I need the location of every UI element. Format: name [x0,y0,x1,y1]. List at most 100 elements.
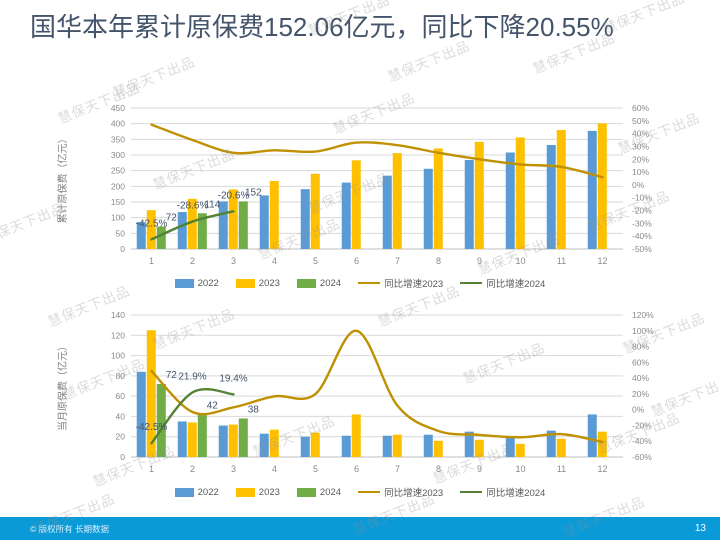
svg-text:10%: 10% [632,167,649,177]
svg-text:4: 4 [272,256,277,266]
svg-text:-30%: -30% [632,218,652,228]
svg-text:114: 114 [204,199,220,210]
legend-swatch-2022 [174,278,194,288]
legend-label: 2024 [319,277,342,289]
svg-text:9: 9 [477,464,482,474]
cumulative-chart-legend: 2022 2023 2024 同比增速2023 同比增速2024 [40,276,680,290]
svg-text:20%: 20% [632,154,649,164]
svg-text:140: 140 [111,310,125,320]
svg-text:-50%: -50% [632,244,652,254]
svg-text:-40%: -40% [632,436,652,446]
line-同比增速2023 [150,329,604,444]
svg-text:2: 2 [190,464,195,474]
svg-text:400: 400 [111,119,125,129]
svg-text:0%: 0% [632,405,645,415]
svg-text:3: 3 [231,464,236,474]
legend-label: 同比增速2024 [486,279,546,290]
svg-text:9: 9 [477,256,482,266]
bars-2022 [136,130,597,249]
slide-title: 国华本年累计原保费152.06亿元，同比下降20.55% [30,12,614,42]
line-同比增速2024 [150,388,235,445]
legend-swatch-2023 [235,487,255,497]
gridlines [131,314,623,458]
svg-text:20: 20 [116,432,126,442]
page-number: 13 [694,523,706,534]
legend-label: 2022 [197,277,219,289]
line-同比增速2024 [150,210,235,241]
svg-text:80%: 80% [632,342,649,352]
y-axis-title: 当月原保费（亿元） [56,341,69,431]
svg-text:-40%: -40% [632,231,652,241]
svg-text:60: 60 [116,391,126,401]
svg-text:1: 1 [149,464,154,474]
svg-text:10: 10 [515,464,525,474]
svg-text:350: 350 [111,134,125,144]
svg-text:20%: 20% [632,389,649,399]
svg-text:60%: 60% [632,103,649,113]
svg-text:-20%: -20% [632,206,652,216]
legend-item-同比增速2023: 同比增速2023 [358,276,443,290]
left-axis-ticks: 0 20 40 60 80 100 120 140 [111,310,125,462]
bars-2023 [146,330,607,457]
svg-text:120%: 120% [632,310,654,320]
svg-text:12: 12 [597,464,607,474]
svg-text:6: 6 [354,464,359,474]
svg-text:42: 42 [207,400,219,411]
svg-text:50%: 50% [632,116,649,126]
monthly-premium-chart: 0 20 40 60 80 100 120 140 120% 100% 80% 60% 40% 20% 0%… [40,307,700,479]
svg-text:10: 10 [515,256,525,266]
svg-text:100%: 100% [632,326,654,336]
legend-swatch-2024 [296,278,316,288]
svg-text:450: 450 [111,103,125,113]
right-axis-ticks: 60% 50% 40% 30% 20% 10% 0% -10% -20% -30% -40% -50% [632,103,652,254]
legend-swatch-2022 [174,487,194,497]
legend-item-同比增速2023: 同比增速2023 [358,485,443,499]
svg-text:0: 0 [120,244,125,254]
svg-text:250: 250 [111,166,125,176]
watermark-text: 慧保天下出品 [110,54,198,101]
legend-item-2022: 2022 [174,487,219,498]
bars-2022 [136,371,597,457]
legend-swatch-同比增速2024 [460,281,483,285]
legend-label: 2023 [258,486,280,498]
svg-text:38: 38 [248,404,260,415]
svg-text:7: 7 [395,464,400,474]
svg-text:60%: 60% [632,357,649,367]
svg-text:80: 80 [116,371,126,381]
svg-text:4: 4 [272,464,277,474]
x-axis-ticks: 1 2 3 4 5 6 7 8 9 10 11 12 [149,464,608,474]
svg-text:-20.6%: -20.6% [218,190,250,201]
svg-text:-28.6%: -28.6% [177,201,209,212]
legend-item-2023: 2023 [235,486,280,498]
x-axis-ticks: 1 2 3 4 5 6 7 8 9 10 11 12 [149,256,608,266]
svg-text:72: 72 [166,212,178,223]
legend-item-同比增速2024: 同比增速2024 [460,276,545,290]
legend-swatch-同比增速2023 [358,281,381,285]
svg-text:72: 72 [166,370,178,381]
left-axis-ticks: 0 50 100 150 200 250 300 350 400 450 [111,103,125,254]
svg-text:21.9%: 21.9% [178,371,206,382]
bars-2023 [146,123,607,249]
legend-item-2023: 2023 [235,278,280,289]
svg-text:11: 11 [557,464,566,474]
cumulative-premium-chart: 0 50 100 150 200 250 300 350 400 450 60% 50% 40% 30% 2… [40,100,700,272]
svg-text:5: 5 [313,464,318,474]
svg-text:-10%: -10% [632,193,652,203]
svg-text:3: 3 [231,256,236,266]
svg-text:40%: 40% [632,129,649,139]
svg-text:100: 100 [111,351,125,361]
svg-text:5: 5 [313,256,318,266]
right-axis-ticks: 120% 100% 80% 60% 40% 20% 0% -20% -40% -60% [632,310,654,462]
legend-label: 同比增速2024 [486,488,546,499]
legend-item-2024: 2024 [296,487,341,498]
svg-text:2: 2 [190,256,195,266]
svg-text:40%: 40% [632,373,649,383]
gridlines [131,107,623,250]
legend-label: 同比增速2023 [384,279,444,290]
svg-text:8: 8 [436,256,441,266]
svg-text:152: 152 [245,187,262,198]
legend-swatch-同比增速2023 [358,490,381,494]
monthly-premium-plot: 0 20 40 60 80 100 120 140 120% 100% 80% 60% 40% 20% 0%… [56,310,654,474]
